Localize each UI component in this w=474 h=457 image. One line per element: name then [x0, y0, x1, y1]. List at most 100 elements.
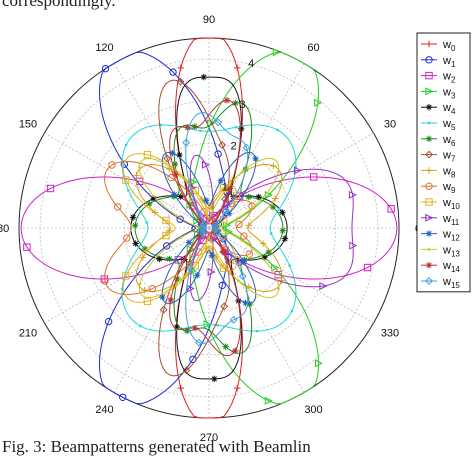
data-point [205, 202, 213, 211]
data-point [279, 209, 286, 216]
data-point [259, 240, 267, 247]
legend-entry: w10 [421, 197, 460, 211]
radial-tick-label: 4 [248, 58, 254, 70]
data-point [252, 155, 259, 163]
data-point [276, 170, 280, 174]
data-point [214, 150, 222, 158]
data-point [199, 226, 208, 235]
data-point [363, 263, 372, 272]
data-point [349, 241, 358, 250]
data-point [211, 225, 220, 234]
legend-label: w15 [442, 276, 460, 290]
data-point [202, 197, 210, 204]
data-point [176, 215, 184, 223]
data-point [200, 73, 207, 81]
data-point [240, 258, 247, 265]
data-point [166, 255, 173, 263]
data-point [191, 324, 199, 332]
angle-tick-label: 300 [304, 404, 322, 416]
data-point [195, 210, 204, 219]
data-point [234, 64, 241, 72]
data-point [137, 245, 141, 249]
legend-label: w10 [442, 197, 460, 211]
legend-label: w11 [442, 213, 460, 227]
data-point [186, 264, 195, 273]
data-point [207, 267, 216, 276]
data-point [425, 150, 433, 159]
data-point [290, 309, 294, 313]
data-point [162, 216, 170, 225]
caption-bottom: Fig. 3: Beampatterns generated with Beam… [2, 437, 311, 456]
series-w15 [182, 112, 251, 347]
legend-label: w7 [442, 150, 456, 164]
legend-label: w6 [442, 134, 456, 148]
legend-entry: w9 [421, 181, 456, 195]
data-point [242, 169, 245, 173]
data-point [173, 324, 180, 331]
data-point [232, 99, 239, 107]
data-point [172, 171, 179, 178]
legend-entry: w13 [421, 244, 460, 258]
data-point [167, 173, 175, 182]
data-point [122, 272, 130, 280]
legend-label: w13 [442, 244, 460, 258]
data-point [229, 315, 238, 324]
data-point [226, 185, 234, 192]
data-point [182, 138, 191, 147]
data-point [199, 229, 208, 238]
data-point [204, 242, 208, 245]
data-point [167, 296, 174, 304]
data-point [193, 216, 202, 225]
data-point [159, 123, 163, 127]
data-point [159, 293, 166, 301]
data-point [277, 207, 281, 211]
angle-tick-label: 180 [0, 223, 9, 235]
data-point [203, 320, 212, 329]
angle-tick-label: 210 [19, 328, 37, 340]
radial-grid-circle [166, 185, 252, 271]
data-point [119, 393, 127, 401]
data-point [277, 287, 280, 290]
angle-tick-label: 60 [307, 42, 319, 54]
data-point [210, 211, 214, 214]
angle-tick-label: 30 [384, 119, 396, 131]
data-point [170, 193, 178, 200]
data-point [141, 286, 148, 294]
data-point [123, 234, 131, 242]
data-point [255, 193, 262, 201]
data-point [163, 242, 171, 250]
data-point [138, 166, 141, 169]
data-point [220, 248, 228, 256]
legend-label: w2 [442, 71, 456, 85]
data-point [138, 282, 142, 286]
data-point [207, 232, 216, 241]
data-point [245, 222, 253, 229]
angle-tick-label: 240 [95, 404, 113, 416]
legend-entry: w7 [421, 150, 456, 164]
data-point [139, 324, 142, 328]
data-point [236, 216, 239, 220]
data-point [150, 195, 157, 202]
data-point [220, 302, 229, 311]
data-point [113, 203, 122, 211]
data-point [245, 250, 254, 258]
data-point [276, 128, 279, 132]
data-point [209, 211, 218, 220]
data-point [231, 347, 239, 355]
data-point [159, 305, 168, 314]
data-point [279, 227, 286, 234]
data-point [425, 135, 433, 142]
data-point [225, 210, 233, 217]
data-point [425, 40, 433, 48]
data-point [348, 190, 357, 199]
data-point [173, 275, 181, 283]
data-point [143, 150, 152, 159]
data-point [183, 327, 191, 335]
data-point [425, 182, 433, 190]
legend-entry: w8 [421, 165, 456, 179]
series-line [122, 153, 237, 303]
data-point [176, 151, 183, 159]
data-point [210, 211, 219, 220]
data-point [264, 396, 273, 405]
